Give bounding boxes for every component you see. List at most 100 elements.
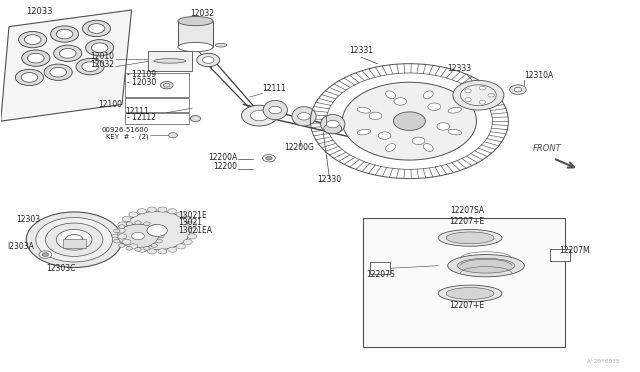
Text: 00926-51600: 00926-51600 <box>102 127 149 133</box>
Circle shape <box>169 133 177 138</box>
Text: 13021E: 13021E <box>178 211 207 219</box>
Text: 12333: 12333 <box>447 64 471 73</box>
Circle shape <box>190 116 200 122</box>
Ellipse shape <box>178 16 213 26</box>
Ellipse shape <box>448 129 461 135</box>
Circle shape <box>183 217 192 222</box>
Circle shape <box>83 20 111 37</box>
Text: - 12112: - 12112 <box>127 113 156 122</box>
Bar <box>125 98 189 112</box>
Ellipse shape <box>386 91 396 99</box>
Circle shape <box>86 39 114 56</box>
Circle shape <box>126 222 132 225</box>
Text: 12207SA: 12207SA <box>450 206 484 215</box>
Text: - 12109: - 12109 <box>127 70 156 79</box>
Circle shape <box>129 244 138 249</box>
Text: 12111: 12111 <box>262 84 286 93</box>
Ellipse shape <box>438 285 502 302</box>
Circle shape <box>158 249 167 254</box>
Circle shape <box>164 83 170 87</box>
Text: 12207+E: 12207+E <box>449 217 484 226</box>
Circle shape <box>189 228 198 233</box>
Circle shape <box>92 43 108 52</box>
Circle shape <box>113 239 120 243</box>
Text: 12207M: 12207M <box>559 247 590 256</box>
Circle shape <box>394 112 426 131</box>
Circle shape <box>509 85 526 94</box>
Ellipse shape <box>357 129 371 135</box>
Circle shape <box>453 80 504 110</box>
Circle shape <box>138 209 147 214</box>
Text: l2303A: l2303A <box>7 242 34 251</box>
Circle shape <box>147 249 156 254</box>
Circle shape <box>60 48 76 58</box>
Text: 12200A: 12200A <box>208 153 237 162</box>
Circle shape <box>147 207 156 212</box>
Circle shape <box>412 137 425 145</box>
Text: 12303C: 12303C <box>47 264 76 273</box>
Bar <box>125 73 189 97</box>
Bar <box>550 249 570 261</box>
Circle shape <box>168 209 177 214</box>
Circle shape <box>196 53 220 67</box>
Circle shape <box>15 69 44 86</box>
Circle shape <box>50 67 67 77</box>
Circle shape <box>132 232 145 240</box>
Circle shape <box>479 86 486 90</box>
Circle shape <box>250 110 268 121</box>
Circle shape <box>116 228 125 233</box>
Text: 12207+E: 12207+E <box>449 301 484 310</box>
Circle shape <box>143 247 150 250</box>
Circle shape <box>437 123 450 130</box>
Text: 12310A: 12310A <box>524 71 554 80</box>
Text: 12010: 12010 <box>90 52 115 61</box>
Circle shape <box>151 225 157 228</box>
Bar <box>370 262 390 274</box>
Bar <box>63 238 86 248</box>
Circle shape <box>126 247 132 250</box>
Circle shape <box>514 87 522 92</box>
Circle shape <box>118 225 125 228</box>
Text: 12200G: 12200G <box>285 143 314 152</box>
Circle shape <box>24 35 41 44</box>
Ellipse shape <box>154 59 186 63</box>
Ellipse shape <box>423 91 433 99</box>
Polygon shape <box>1 10 132 121</box>
Text: 12200: 12200 <box>213 162 237 171</box>
Circle shape <box>161 81 173 89</box>
Circle shape <box>122 239 131 244</box>
Circle shape <box>147 225 168 236</box>
Text: 12032: 12032 <box>90 60 115 69</box>
Text: FRONT: FRONT <box>532 144 561 153</box>
Circle shape <box>36 218 113 262</box>
Text: 13021EA: 13021EA <box>178 226 212 235</box>
Circle shape <box>118 234 127 239</box>
Circle shape <box>65 235 83 245</box>
Ellipse shape <box>423 144 433 151</box>
Circle shape <box>51 26 79 42</box>
Ellipse shape <box>321 115 345 134</box>
Ellipse shape <box>178 42 213 52</box>
Circle shape <box>21 73 38 82</box>
Ellipse shape <box>446 288 494 299</box>
Bar <box>364 218 564 347</box>
Circle shape <box>488 93 494 97</box>
Circle shape <box>298 113 310 120</box>
Ellipse shape <box>386 144 396 151</box>
Circle shape <box>183 239 192 244</box>
Circle shape <box>177 244 186 249</box>
Ellipse shape <box>448 254 524 277</box>
Ellipse shape <box>446 232 494 244</box>
Circle shape <box>177 212 186 217</box>
Text: 12303: 12303 <box>17 215 41 224</box>
Circle shape <box>54 45 82 61</box>
Circle shape <box>26 212 122 267</box>
Circle shape <box>118 244 125 247</box>
Circle shape <box>118 222 127 227</box>
Circle shape <box>19 32 47 48</box>
Circle shape <box>129 212 138 217</box>
Circle shape <box>342 82 476 160</box>
Circle shape <box>378 132 391 139</box>
Text: 12111: 12111 <box>125 107 149 116</box>
Circle shape <box>135 221 141 225</box>
